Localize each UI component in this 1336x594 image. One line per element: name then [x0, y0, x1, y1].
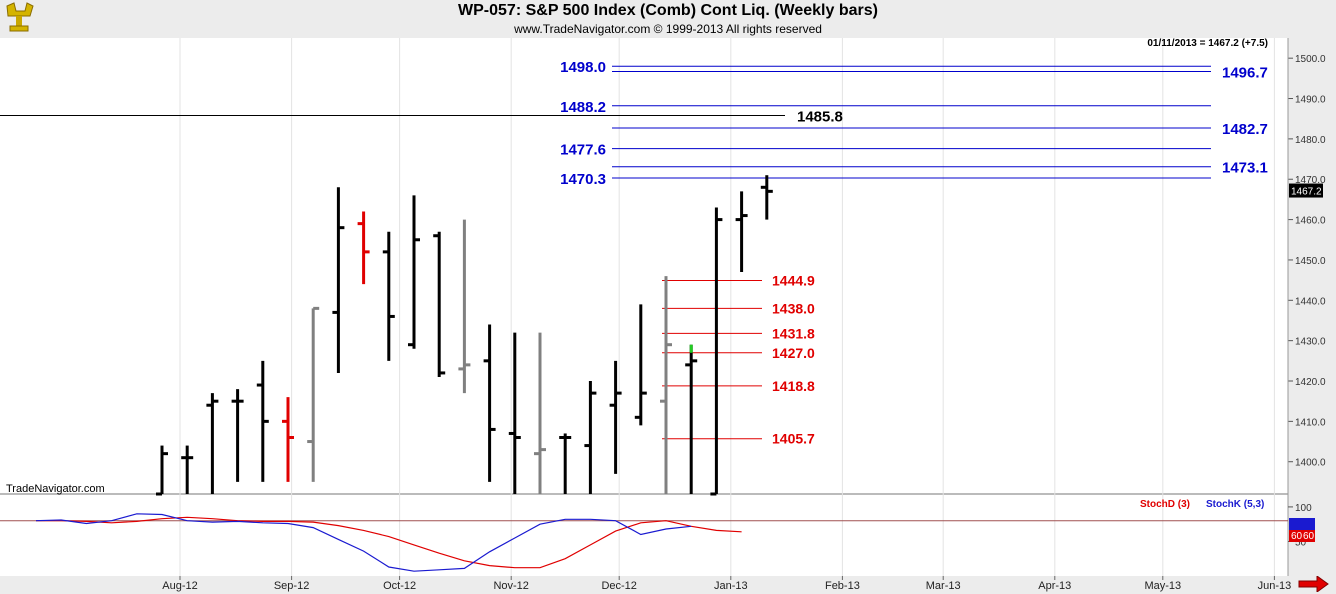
ohlc-bar [584, 381, 597, 494]
price-axis-strip [1288, 38, 1336, 576]
y-tick-label: 1440.0 [1295, 296, 1326, 307]
ohlc-bar [559, 433, 572, 494]
stoch-tag-k-bg [1289, 518, 1315, 530]
level-label-blue: 1470.3 [560, 171, 606, 188]
x-tick-label: Jun-13 [1258, 580, 1292, 592]
stochK-legend: StochK (5,3) [1206, 499, 1264, 510]
x-tick-label: Jan-13 [714, 580, 748, 592]
stochK-line [35, 513, 692, 572]
y-tick-label: 1490.0 [1295, 95, 1326, 106]
x-tick-label: Dec-12 [601, 580, 636, 592]
stoch-tag-d-bg [1289, 530, 1315, 542]
ohlc-bar [634, 304, 647, 426]
ohlc-bar [408, 195, 420, 349]
level-label-blue: 1477.6 [560, 142, 606, 159]
level-label-red: 1427.0 [772, 345, 815, 361]
ohlc-bar [710, 207, 723, 496]
stoch-value-tag: 60 [1291, 531, 1303, 542]
ohlc-bar [307, 306, 320, 482]
scroll-right-arrow-icon[interactable] [1297, 576, 1329, 592]
y-tick-label: 1500.0 [1295, 54, 1326, 65]
x-tick-label: Feb-13 [825, 580, 860, 592]
level-label-blue: 1482.7 [1222, 121, 1268, 138]
y-tick-label: 1450.0 [1295, 256, 1326, 267]
y-tick-label: 1470.0 [1295, 175, 1326, 186]
ohlc-bar [609, 360, 622, 474]
plot-area[interactable]: Aug-12 Sep-12 Oct-12 Nov-12 Dec-12 Jan-13 Feb-… [0, 38, 1336, 592]
level-label-red: 1438.0 [772, 300, 815, 316]
ohlc-bar [483, 324, 496, 482]
chart-svg: Aug-12 Sep-12 Oct-12 Nov-12 Dec-12 Jan-13 Feb-… [0, 38, 1336, 592]
ohlc-bar [382, 231, 395, 361]
level-label-red: 1418.8 [772, 378, 815, 394]
y-tick-label: 1480.0 [1295, 135, 1326, 146]
ohlc-bar [181, 445, 194, 494]
x-tick-label: Aug-12 [162, 580, 197, 592]
ohlc-bar [660, 276, 672, 494]
ohlc-bar [156, 445, 168, 496]
x-tick-label: Apr-13 [1038, 580, 1071, 592]
y-tick-label: 1420.0 [1295, 377, 1326, 388]
level-label-red: 1431.8 [772, 325, 815, 341]
chart-subtitle: www.TradeNavigator.com © 1999-2013 All r… [514, 22, 822, 36]
ohlc-bar [332, 187, 345, 373]
ohlc-bar [508, 332, 521, 494]
x-tick-label: Sep-12 [274, 580, 309, 592]
watermark: TradeNavigator.com [6, 483, 105, 495]
stoch-value-tag: 60 [1303, 531, 1315, 542]
level-label-black: 1485.8 [797, 108, 843, 125]
ohlc-bar [256, 360, 269, 482]
ohlc-bar [231, 389, 244, 482]
stoch-y-tick-label: 100 [1295, 503, 1312, 514]
y-tick-label: 1460.0 [1295, 216, 1326, 227]
level-label-blue: 1498.0 [560, 59, 606, 76]
level-label-red: 1405.7 [772, 431, 815, 447]
ohlc-bar [685, 344, 698, 494]
ohlc-bar [206, 393, 219, 494]
y-tick-label: 1430.0 [1295, 337, 1326, 348]
level-label-blue: 1473.1 [1222, 160, 1268, 177]
ohlc-bar [760, 175, 773, 220]
y-tick-label: 1400.0 [1295, 458, 1326, 469]
stochD-legend: StochD (3) [1140, 499, 1190, 510]
x-tick-label: Mar-13 [926, 580, 961, 592]
stochD-line [36, 516, 742, 569]
ohlc-bar [282, 397, 294, 482]
x-tick-label: Nov-12 [493, 580, 528, 592]
chart-title: WP-057: S&P 500 Index (Comb) Cont Liq. (… [458, 2, 878, 19]
level-label-blue: 1488.2 [560, 99, 606, 116]
y-tick-label: 1410.0 [1295, 417, 1326, 428]
ohlc-bar [433, 231, 446, 377]
level-label-red: 1444.9 [772, 273, 815, 289]
stoch-y-tick-label: 50 [1295, 537, 1307, 548]
last-price-tag: 1467.2 [1291, 187, 1322, 198]
ohlc-bar [534, 332, 546, 494]
ohlc-bar [458, 219, 471, 394]
x-tick-label: Oct-12 [383, 580, 416, 592]
level-label-blue: 1496.7 [1222, 64, 1268, 81]
quote-readout: 01/11/2013 = 1467.2 (+7.5) [1147, 38, 1268, 49]
last-price-tag-bg [1289, 183, 1323, 198]
x-tick-label: May-13 [1144, 580, 1181, 592]
ohlc-bar [735, 191, 748, 273]
trade-navigator-logo [2, 2, 36, 34]
ohlc-bar [357, 211, 370, 285]
